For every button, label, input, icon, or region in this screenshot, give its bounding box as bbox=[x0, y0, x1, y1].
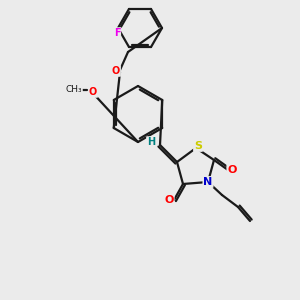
Text: N: N bbox=[203, 177, 213, 187]
Text: O: O bbox=[89, 87, 97, 97]
Text: H: H bbox=[147, 137, 155, 147]
Text: F: F bbox=[114, 28, 120, 38]
Text: O: O bbox=[112, 66, 120, 76]
Text: CH₃: CH₃ bbox=[66, 85, 82, 94]
Text: O: O bbox=[164, 195, 174, 205]
Text: S: S bbox=[194, 141, 202, 151]
Text: O: O bbox=[227, 165, 237, 175]
